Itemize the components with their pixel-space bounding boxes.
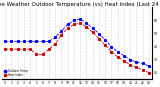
Legend: Outdoor Temp, Heat Index: Outdoor Temp, Heat Index [4, 69, 28, 78]
Title: Milwaukee Weather Outdoor Temperature (vs) Heat Index (Last 24 Hours): Milwaukee Weather Outdoor Temperature (v… [0, 2, 160, 7]
